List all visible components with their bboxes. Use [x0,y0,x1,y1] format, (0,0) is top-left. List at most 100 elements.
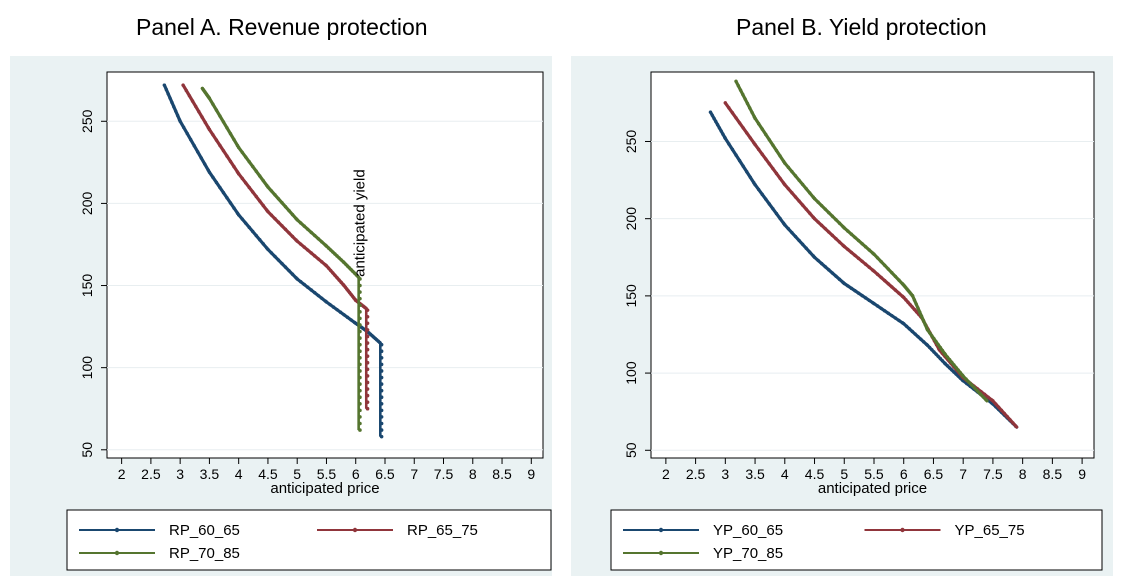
panel-a-vertical-marker-RP_60_65 [379,401,384,406]
panel-a-marker-RP_60_65 [168,96,172,100]
panel-a-marker-RP_60_65 [324,300,329,304]
panel-a-marker-RP_65_75 [187,94,192,98]
panel-a-y-tick-label: 150 [79,274,95,298]
panel-b-marker-YP_60_65 [886,311,890,315]
panel-b-marker-YP_70_85 [738,88,743,92]
panel-b-x-tick-label: 2 [662,466,670,482]
panel-b-marker-YP_60_65 [950,368,954,372]
panel-a-marker-RP_65_75 [261,203,265,208]
panel-a-marker-RP_60_65 [251,229,255,234]
panel-a-x-tick-label: 3.5 [200,466,220,482]
panel-a-vertical-marker-RP_65_75 [365,354,370,358]
panel-b-x-tick-label: 6 [900,466,908,482]
panel-a-vertical-marker-RP_60_65 [379,369,384,373]
panel-a-vertical-marker-RP_70_85 [358,415,362,419]
panel-b-marker-YP_65_75 [991,399,995,403]
panel-b-marker-YP_70_85 [804,186,808,191]
panel-b-marker-YP_60_65 [823,265,827,269]
panel-b-marker-YP_70_85 [964,377,968,381]
panel-a-marker-RP_60_65 [338,310,343,314]
panel-b-marker-YP_60_65 [721,132,725,136]
panel-a-marker-RP_65_75 [280,224,284,228]
panel-a-marker-RP_70_85 [261,178,265,183]
panel-b-marker-YP_60_65 [907,327,912,331]
panel-b-marker-YP_70_85 [970,383,974,387]
panel-a-marker-RP_60_65 [247,225,251,230]
panel-b-marker-YP_60_65 [902,321,906,326]
panel-a-marker-RP_60_65 [295,277,299,281]
panel-b-legend-swatch-marker [658,527,664,533]
panel-a-vertical-marker-RP_70_85 [358,349,362,354]
panel-a-vertical-marker-RP_65_75 [365,393,370,398]
panel-a-marker-RP_60_65 [309,288,313,292]
panel-a-x-tick-label: 6 [352,466,360,482]
panel-a-marker-RP_70_85 [232,137,236,142]
panel-b-legend-swatch-marker [900,527,905,533]
panel-a-marker-RP_60_65 [261,242,265,246]
panel-a-vertical-marker-RP_70_85 [358,323,362,327]
panel-a-vertical-marker-RP_65_75 [365,387,370,391]
panel-a-vertical-marker-RP_60_65 [379,349,384,354]
panel-b-marker-YP_70_85 [956,368,960,372]
panel-a-marker-RP_60_65 [228,201,233,205]
panel-b-marker-YP_65_75 [860,259,864,263]
panel-a-vertical-marker-RP_65_75 [365,406,370,411]
panel-a-marker-RP_65_75 [290,234,295,239]
panel-a-marker-RP_60_65 [316,293,320,298]
panel-b-marker-YP_60_65 [797,238,801,243]
panel-a-legend-swatch-marker [352,527,358,533]
panel-b-marker-YP_60_65 [760,192,764,197]
panel-b-marker-YP_65_75 [753,142,757,147]
panel-b-legend-swatch-marker [658,550,664,556]
panel-a-vertical-marker-RP_60_65 [379,362,384,367]
panel-a-marker-RP_60_65 [174,109,178,113]
panel-b-marker-YP_65_75 [834,236,838,241]
panel-b-marker-YP_65_75 [837,240,842,244]
panel-b-x-tick-label: 7 [959,466,967,482]
panel-a-vertical-marker-RP_70_85 [358,316,362,321]
panel-b-marker-YP_60_65 [741,164,745,168]
panel-a-marker-RP_60_65 [266,247,270,252]
panel-b-marker-YP_70_85 [756,121,761,126]
panel-a-vertical-marker-RP_70_85 [358,382,362,386]
panel-b-marker-YP_70_85 [741,92,745,97]
panel-a-vertical-marker-RP_60_65 [379,434,384,439]
panel-a-marker-RP_65_75 [328,268,333,273]
panel-a-marker-RP_70_85 [306,227,310,231]
panel-a-marker-RP_70_85 [295,218,299,222]
panel-b-marker-YP_70_85 [919,314,924,318]
panel-b-legend-label: YP_60_65 [713,522,783,539]
panel-b-marker-YP_60_65 [879,306,883,311]
panel-b-marker-YP_65_75 [764,157,768,161]
panel-a-marker-RP_60_65 [254,233,258,238]
panel-a-marker-RP_65_75 [240,176,244,181]
panel-a-marker-RP_70_85 [320,240,324,244]
panel-a-x-tick-label: 8.5 [492,466,512,482]
panel-a-marker-RP_65_75 [313,254,317,258]
panel-a-x-axis-label: anticipated price [270,480,379,497]
panel-a-marker-RP_60_65 [203,162,207,166]
panel-a-marker-RP_70_85 [228,132,233,136]
panel-a-vertical-marker-RP_65_75 [365,308,370,312]
panel-b-marker-YP_65_75 [1002,411,1007,416]
panel-b-marker-YP_65_75 [986,395,990,399]
panel-a-marker-RP_70_85 [218,114,222,118]
panel-a-marker-RP_65_75 [320,260,324,264]
panel-a-x-tick-label: 2 [118,466,126,482]
panel-b-marker-YP_65_75 [908,302,912,307]
panel-a-vertical-marker-RP_70_85 [358,369,362,373]
panel-b-marker-YP_65_75 [904,298,908,302]
panel-b-marker-YP_70_85 [750,110,754,115]
panel-b-marker-YP_70_85 [783,161,787,165]
panel-a-vertical-marker-RP_70_85 [358,362,362,367]
panel-a-marker-RP_60_65 [349,318,353,322]
panel-b-marker-YP_60_65 [790,230,794,235]
panel-b-marker-YP_65_75 [867,265,871,269]
panel-a-marker-RP_60_65 [196,150,200,154]
panel-a-vertical-marker-RP_60_65 [379,415,384,419]
panel-b-marker-YP_70_85 [958,371,963,375]
panel-a-marker-RP_60_65 [342,313,346,317]
panel-a-x-tick-label: 9 [527,466,535,482]
panel-b-marker-YP_60_65 [804,246,808,250]
panel-a-vertical-marker-RP_65_75 [365,347,370,352]
